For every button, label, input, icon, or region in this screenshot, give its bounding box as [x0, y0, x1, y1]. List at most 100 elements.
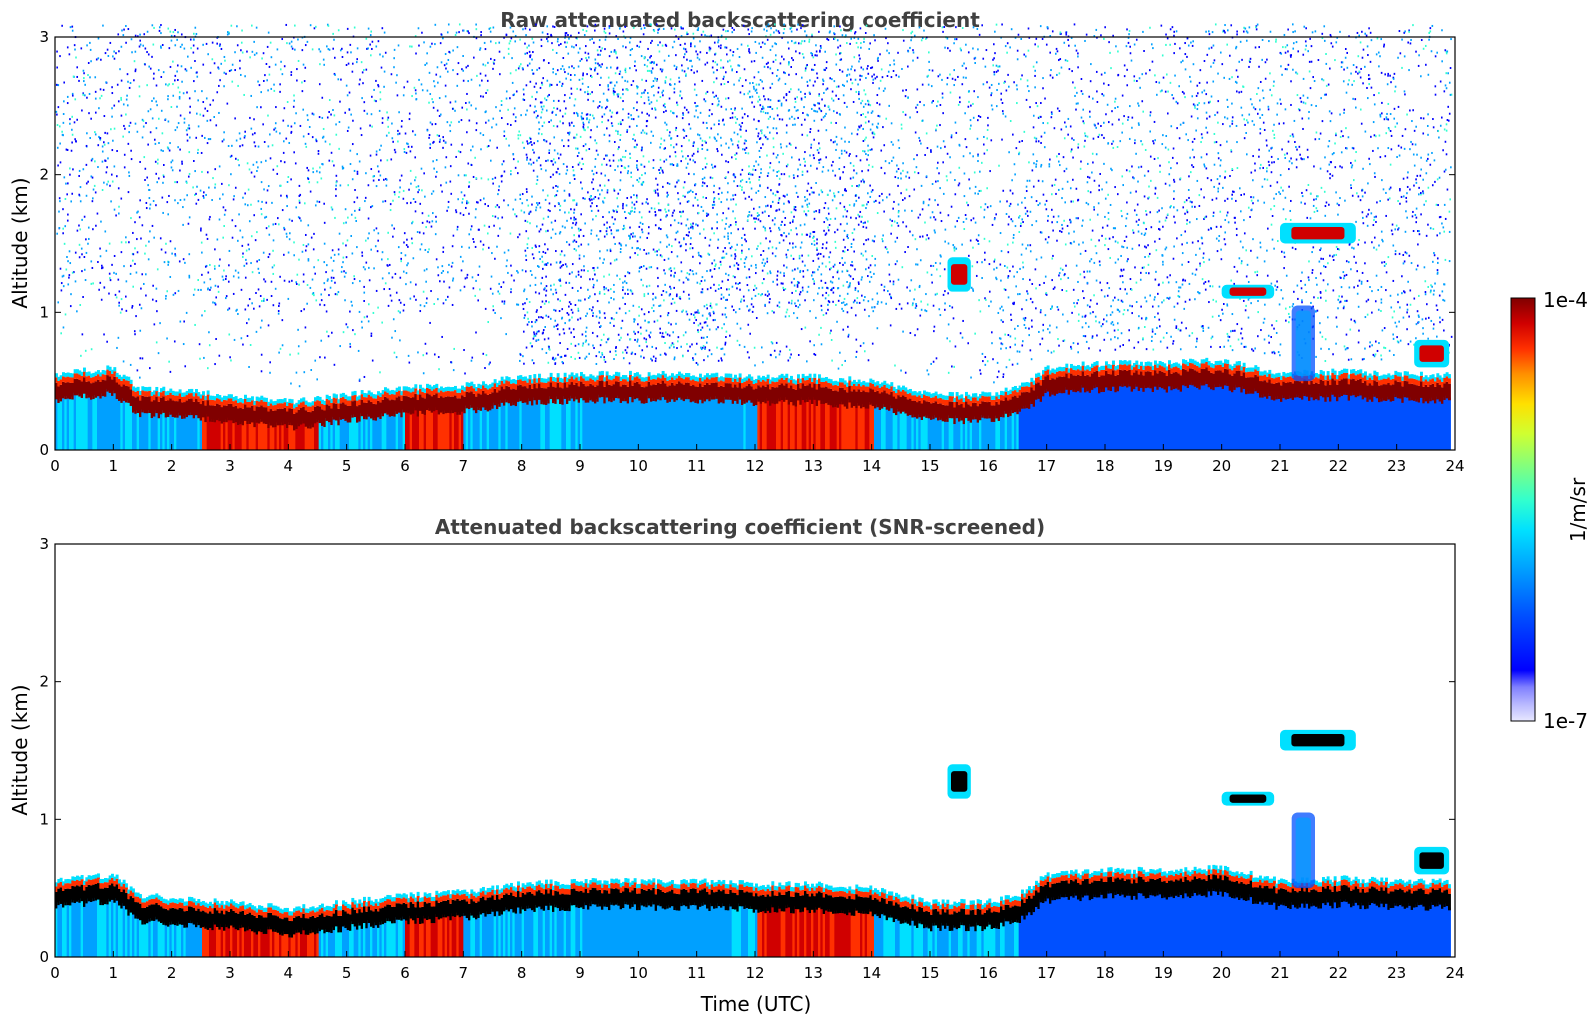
noise-speck	[91, 200, 94, 203]
aerosol-layer-edge	[267, 405, 271, 412]
noise-speck	[375, 45, 378, 48]
aerosol-layer-edge	[647, 376, 651, 382]
noise-speck	[462, 69, 465, 72]
noise-speck	[706, 162, 708, 165]
noise-speck	[526, 156, 528, 159]
noise-speck	[664, 283, 666, 286]
noise-speck	[212, 177, 214, 180]
noise-speck	[375, 150, 378, 153]
noise-speck	[519, 359, 521, 362]
noise-speck	[574, 74, 576, 77]
noise-speck	[155, 341, 158, 344]
noise-speck	[139, 43, 142, 46]
noise-speck	[62, 134, 64, 137]
noise-speck	[526, 243, 529, 246]
noise-speck	[123, 28, 125, 31]
noise-speck	[572, 328, 575, 331]
noise-speck	[276, 172, 279, 175]
mixed-layer-column	[510, 403, 513, 450]
noise-speck	[462, 79, 465, 82]
aerosol-layer-edge	[118, 378, 121, 385]
noise-speck	[356, 246, 358, 249]
noise-speck	[424, 248, 427, 251]
mixed-layer-column	[160, 411, 163, 450]
noise-speck	[156, 104, 158, 107]
aerosol-layer-edge	[171, 394, 175, 401]
noise-speck	[647, 47, 649, 50]
noise-speck	[117, 100, 120, 103]
noise-speck	[706, 61, 709, 64]
noise-speck	[565, 281, 567, 284]
noise-speck	[575, 249, 577, 252]
mixed-layer-column	[615, 395, 618, 450]
aerosol-layer-fringe	[232, 396, 236, 402]
noise-speck	[111, 263, 113, 266]
noise-speck	[558, 157, 560, 160]
noise-speck	[577, 289, 579, 292]
noise-speck	[641, 78, 643, 81]
noise-speck	[145, 244, 147, 247]
noise-speck	[700, 280, 703, 283]
noise-speck	[218, 165, 221, 168]
aerosol-layer-column	[311, 410, 315, 428]
noise-speck	[167, 95, 169, 98]
noise-speck	[181, 43, 183, 46]
noise-speck	[86, 44, 88, 47]
aerosol-layer-fringe	[181, 392, 184, 397]
noise-speck	[575, 147, 577, 150]
noise-speck	[74, 48, 76, 51]
noise-speck	[564, 211, 566, 214]
noise-speck	[277, 217, 279, 220]
aerosol-layer-edge	[398, 390, 401, 397]
noise-speck	[434, 43, 436, 46]
noise-speck	[433, 303, 436, 306]
noise-speck	[136, 211, 138, 214]
noise-speck	[564, 32, 567, 35]
noise-speck	[511, 81, 514, 84]
noise-speck	[541, 255, 543, 258]
noise-speck	[128, 124, 131, 127]
noise-speck	[126, 94, 128, 97]
mixed-layer-column	[132, 409, 135, 450]
noise-speck	[399, 311, 401, 314]
aerosol-layer-fringe	[148, 386, 152, 391]
noise-speck	[567, 145, 570, 148]
noise-speck	[526, 298, 528, 301]
aerosol-layer-edge	[598, 375, 602, 381]
noise-speck	[562, 57, 565, 60]
noise-speck	[534, 321, 537, 324]
noise-speck	[279, 68, 282, 71]
aerosol-layer-column	[372, 403, 376, 421]
noise-speck	[522, 307, 525, 310]
noise-speck	[640, 149, 643, 152]
aerosol-layer-edge	[223, 399, 226, 406]
noise-speck	[71, 25, 74, 28]
mixed-layer-column	[645, 400, 649, 450]
noise-speck	[708, 46, 711, 49]
noise-speck	[90, 348, 93, 351]
noise-speck	[143, 156, 146, 159]
aerosol-layer-fringe	[484, 383, 488, 388]
noise-speck	[285, 232, 288, 235]
noise-speck	[342, 222, 345, 225]
noise-speck	[189, 111, 191, 114]
noise-speck	[634, 338, 636, 341]
noise-speck	[391, 122, 393, 125]
noise-speck	[201, 90, 203, 93]
mixed-layer-column	[666, 400, 670, 450]
noise-speck	[546, 40, 549, 43]
mixed-layer-column	[55, 396, 58, 450]
noise-speck	[582, 234, 585, 237]
noise-speck	[440, 33, 443, 36]
noise-speck	[176, 64, 179, 67]
aerosol-layer-column	[619, 386, 623, 403]
noise-speck	[501, 174, 503, 177]
noise-speck	[295, 206, 298, 209]
aerosol-layer-edge	[258, 401, 261, 408]
noise-speck	[619, 133, 622, 136]
noise-speck	[416, 231, 419, 234]
noise-speck	[657, 276, 659, 279]
noise-speck	[367, 27, 370, 30]
noise-speck	[273, 128, 275, 131]
noise-speck	[670, 274, 672, 277]
